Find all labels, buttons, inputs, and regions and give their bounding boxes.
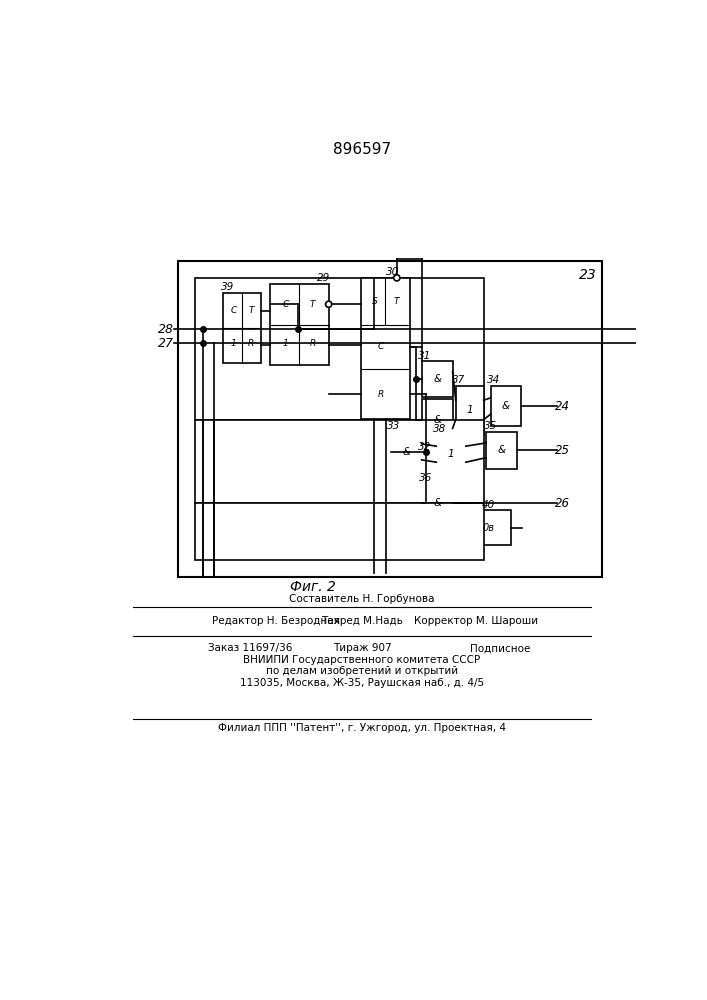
Text: 32: 32 <box>418 442 431 452</box>
Circle shape <box>394 275 400 281</box>
Text: Заказ 11697/36: Заказ 11697/36 <box>209 643 293 653</box>
Bar <box>391 432 421 472</box>
Text: Составитель Н. Горбунова: Составитель Н. Горбунова <box>289 594 435 604</box>
Bar <box>421 399 452 441</box>
Text: 36: 36 <box>419 473 432 483</box>
Text: T: T <box>394 297 399 306</box>
Bar <box>194 503 484 560</box>
Text: 27: 27 <box>158 337 174 350</box>
Text: ВНИИПИ Государственного комитета СССР: ВНИИПИ Государственного комитета СССР <box>243 655 481 665</box>
Text: 39: 39 <box>221 282 235 292</box>
Bar <box>486 432 517 469</box>
Text: &: & <box>433 415 441 425</box>
Text: Техред М.Надь: Техред М.Надь <box>321 616 403 626</box>
Bar <box>178 261 602 577</box>
Bar <box>270 284 329 365</box>
Text: 24: 24 <box>555 400 570 413</box>
Text: 1: 1 <box>448 449 455 459</box>
Bar <box>361 278 410 419</box>
Text: 896597: 896597 <box>333 142 391 157</box>
Bar <box>436 434 466 474</box>
Text: &: & <box>502 401 510 411</box>
Bar <box>491 386 521 426</box>
Text: 1: 1 <box>283 339 288 348</box>
Text: по делам изобретений и открытий: по делам изобретений и открытий <box>266 666 458 676</box>
Text: 29: 29 <box>317 273 331 283</box>
Text: S: S <box>371 297 378 306</box>
Text: 35: 35 <box>484 421 497 431</box>
Text: 31: 31 <box>418 351 431 361</box>
Bar <box>466 510 510 545</box>
Text: T: T <box>248 306 254 315</box>
Text: &: & <box>433 498 441 508</box>
Text: 37: 37 <box>452 375 465 385</box>
Bar <box>456 386 484 434</box>
Text: 1: 1 <box>467 405 473 415</box>
Text: R: R <box>378 390 384 399</box>
Bar <box>194 420 484 503</box>
Text: 38: 38 <box>433 424 446 434</box>
Text: C: C <box>283 300 288 309</box>
Text: 0в: 0в <box>482 523 494 533</box>
Text: 28: 28 <box>158 323 174 336</box>
Text: C: C <box>230 306 237 315</box>
Text: 25: 25 <box>555 444 570 457</box>
Text: 26: 26 <box>555 497 570 510</box>
Text: 1: 1 <box>230 339 236 348</box>
Circle shape <box>325 301 332 307</box>
Text: C: C <box>378 342 384 351</box>
Text: 23: 23 <box>579 268 597 282</box>
Bar <box>223 293 261 363</box>
Text: 40: 40 <box>481 500 495 510</box>
Text: &: & <box>433 374 441 384</box>
Bar <box>421 361 452 397</box>
Text: Подписное: Подписное <box>469 643 530 653</box>
Text: 34: 34 <box>487 375 501 385</box>
Text: 113035, Москва, Ж-35, Раушская наб., д. 4/5: 113035, Москва, Ж-35, Раушская наб., д. … <box>240 678 484 688</box>
Text: R: R <box>248 339 254 348</box>
Text: &: & <box>402 447 410 457</box>
Text: R: R <box>310 339 316 348</box>
Text: Тираж 907: Тираж 907 <box>332 643 391 653</box>
Bar <box>194 278 484 420</box>
Text: Филиал ППП ''Патент'', г. Ужгород, ул. Проектная, 4: Филиал ППП ''Патент'', г. Ужгород, ул. П… <box>218 723 506 733</box>
Text: Редактор Н. Безродная: Редактор Н. Безродная <box>212 616 340 626</box>
Bar <box>421 483 452 523</box>
Text: Корректор М. Шароши: Корректор М. Шароши <box>414 616 538 626</box>
Text: &: & <box>498 445 506 455</box>
Text: 30: 30 <box>386 267 399 277</box>
Text: Фиг. 2: Фиг. 2 <box>290 580 336 594</box>
Text: T: T <box>310 300 315 309</box>
Text: 33: 33 <box>387 421 400 431</box>
